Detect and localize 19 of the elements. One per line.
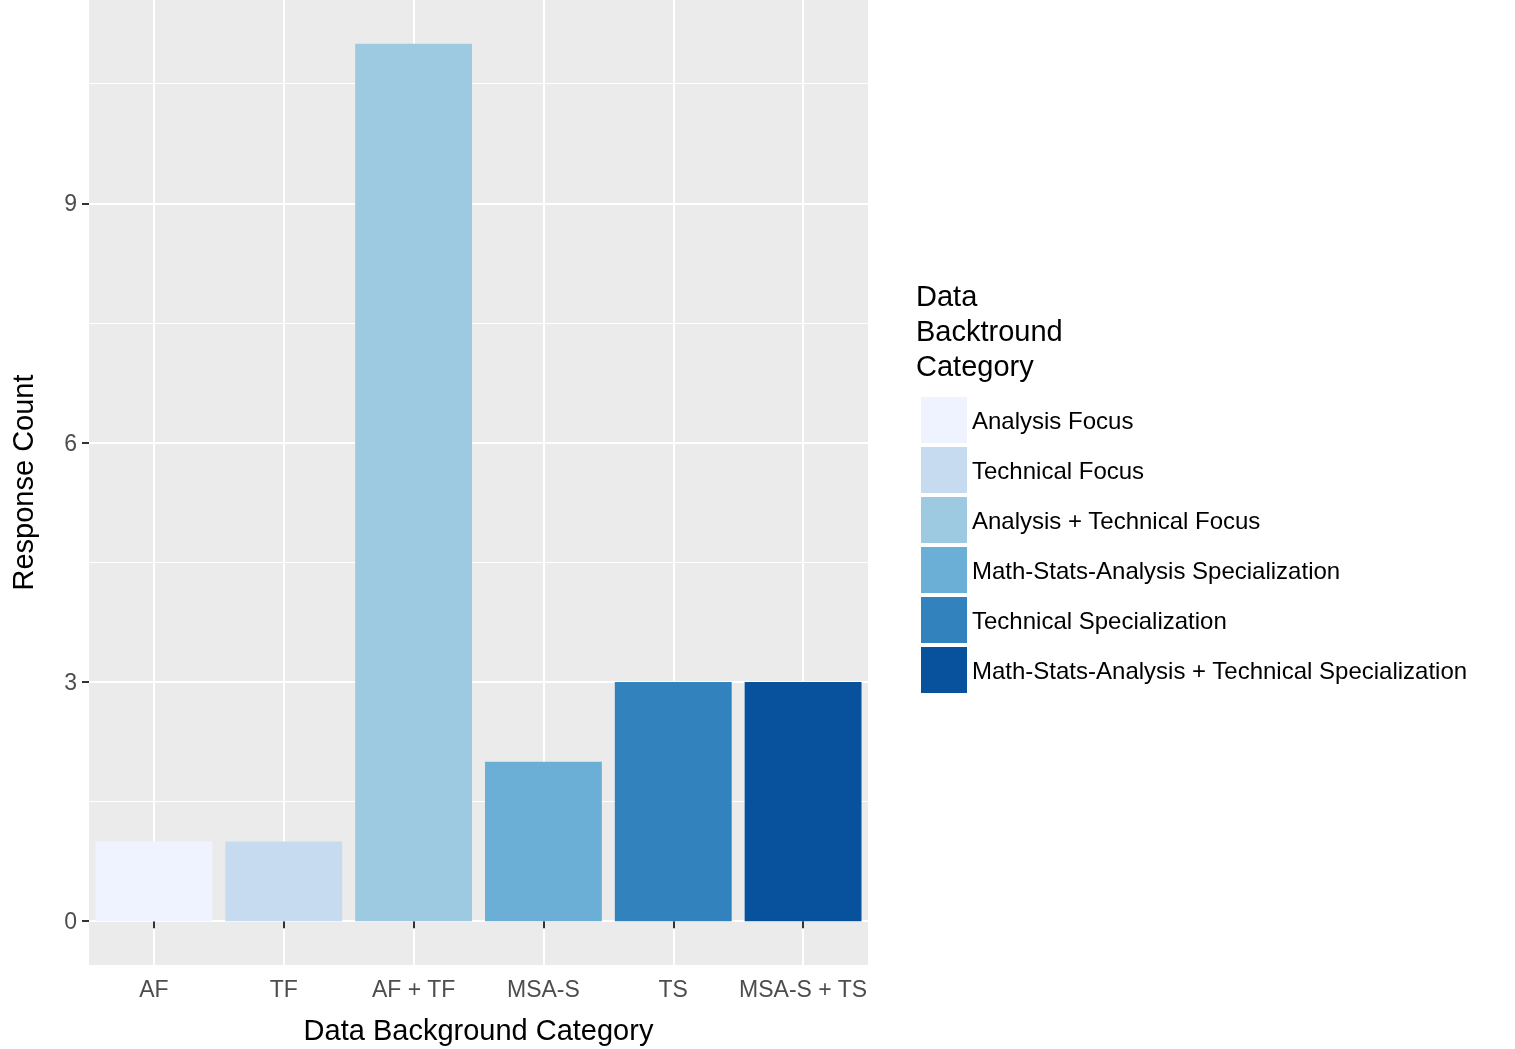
legend-label: Technical Focus	[972, 456, 1145, 484]
y-tick-label: 9	[64, 190, 77, 217]
legend-title: Data Backtround Category	[916, 279, 1071, 382]
legend-label: Math-Stats-Analysis Specialization	[972, 556, 1341, 584]
y-tick-label: 6	[64, 429, 77, 456]
legend-label: Technical Specialization	[972, 606, 1227, 634]
legend-label: Analysis + Technical Focus	[972, 506, 1261, 534]
y-tick-label: 0	[64, 908, 77, 935]
y-axis-title: Response Count	[6, 374, 39, 591]
x-tick-label: TF	[269, 975, 298, 1002]
x-tick-label: AF + TF	[371, 975, 456, 1002]
legend-label: Analysis Focus	[972, 406, 1134, 434]
x-tick-label: MSA-S	[506, 975, 580, 1002]
x-axis-title: Data Background Category	[303, 1013, 654, 1046]
x-tick-label: MSA-S + TS	[739, 975, 868, 1002]
x-tick-label: TS	[658, 975, 688, 1002]
legend-label: Math-Stats-Analysis + Technical Specialization	[972, 656, 1468, 684]
y-tick-label: 3	[64, 668, 77, 695]
x-tick-label: AF	[139, 975, 169, 1002]
